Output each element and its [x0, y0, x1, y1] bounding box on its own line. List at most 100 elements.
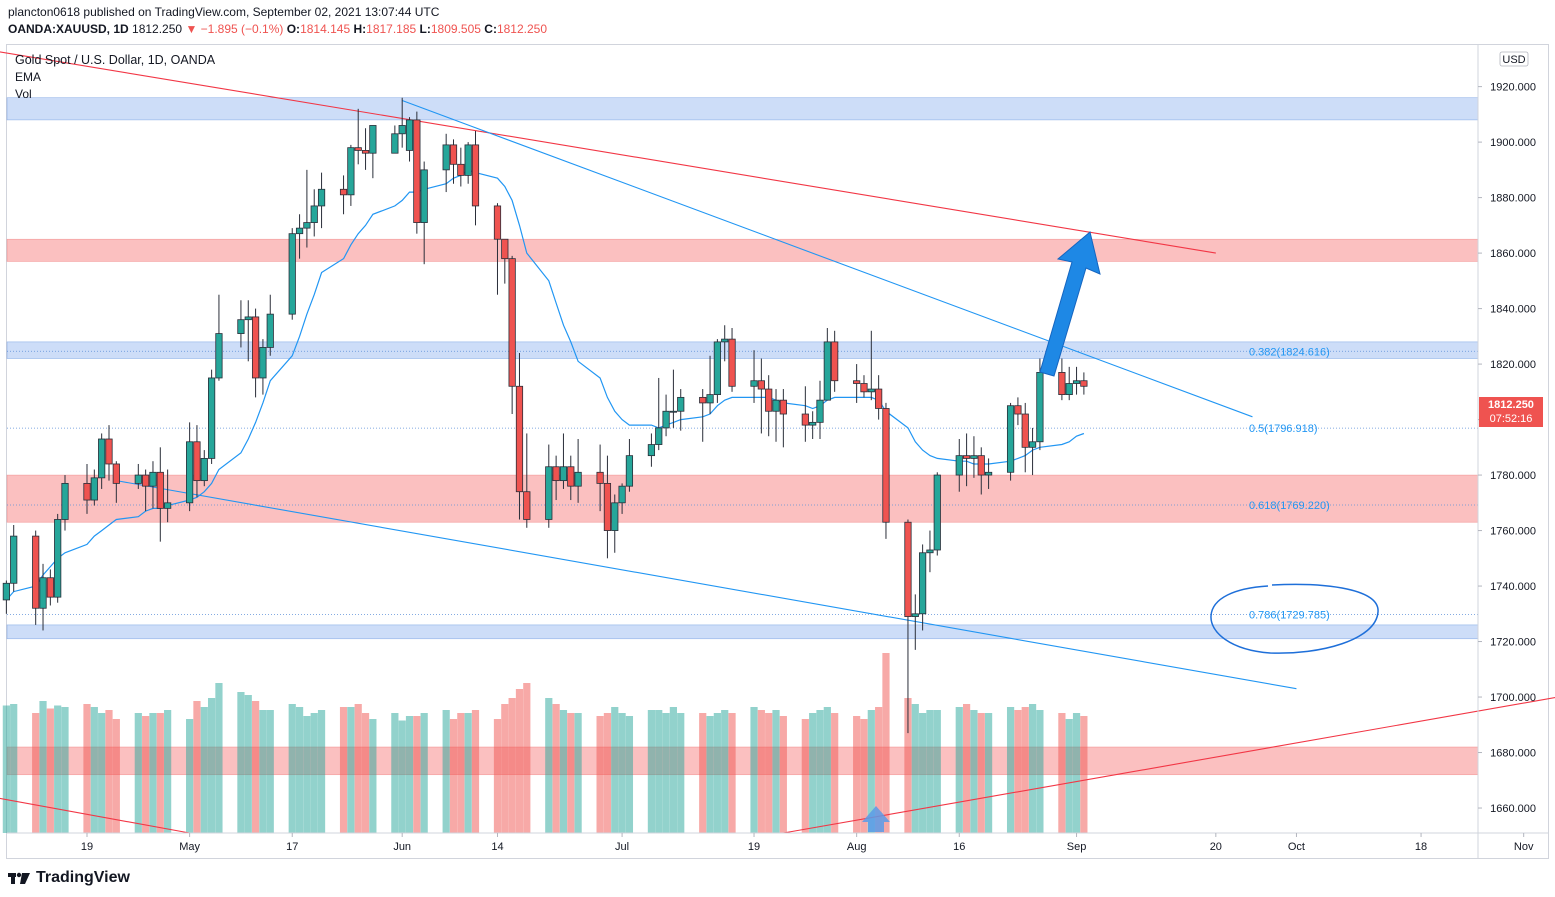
volume-bar [208, 698, 216, 833]
candle-body [801, 413, 809, 426]
candle-body [361, 150, 370, 154]
y-tick-label: 1720.000 [1490, 637, 1536, 649]
legend-vol[interactable]: Vol [15, 87, 32, 101]
volume-bar [955, 707, 963, 833]
candle [515, 352, 524, 520]
candle-body [699, 396, 707, 404]
candle [259, 339, 267, 395]
volume-bar [1006, 707, 1015, 833]
volume-bar [867, 710, 875, 833]
volume-bar [647, 710, 656, 833]
candle [618, 483, 626, 514]
candle [208, 369, 216, 464]
zone-support-3 [6, 474, 1479, 523]
symbol-label[interactable]: OANDA:XAUUSD, 1D [8, 22, 129, 36]
candle-body [251, 316, 260, 379]
fib-level-label: 0.5(1796.918) [1249, 423, 1318, 435]
candle [1058, 358, 1066, 401]
annotation-layer [862, 231, 1379, 832]
volume-bar [90, 707, 98, 833]
volume-bar [295, 707, 304, 833]
y-tick-label: 1880.000 [1490, 193, 1536, 205]
x-tick-label: Aug [847, 841, 867, 853]
volume-bar [2, 705, 10, 833]
candle [933, 472, 941, 556]
volume-bar [112, 719, 120, 833]
candle-body [61, 482, 69, 520]
tradingview-logo[interactable]: TradingView [8, 869, 130, 887]
volume-bar [926, 710, 934, 833]
volume-bar [655, 710, 663, 833]
candle [801, 386, 809, 442]
candle-body [442, 144, 450, 171]
x-tick-label: Oct [1288, 841, 1305, 853]
y-tick-label: 1860.000 [1490, 248, 1536, 260]
candle [449, 139, 458, 184]
volume-bar [186, 719, 194, 833]
candle-body [545, 466, 553, 520]
volume-bar [54, 705, 62, 833]
candle-body [970, 455, 978, 459]
volume-bar [61, 707, 69, 833]
candle [911, 594, 919, 650]
candle [699, 389, 707, 442]
candle-body [772, 399, 780, 412]
candle [625, 439, 634, 492]
candle [98, 433, 106, 489]
volume-bar [757, 710, 765, 833]
volume-bar [882, 653, 890, 833]
zone-resistance-0 [6, 97, 1479, 121]
chart-frame[interactable] [6, 44, 1549, 859]
candle-body [816, 399, 824, 423]
candle-body [963, 455, 971, 459]
open-label: O: [286, 22, 301, 36]
candle [867, 330, 875, 401]
candle-body [515, 385, 524, 493]
candle [508, 255, 516, 415]
legend-title[interactable]: Gold Spot / U.S. Dollar, 1D, OANDA [15, 53, 216, 67]
volume-bar [1036, 710, 1044, 833]
low-label: L: [419, 22, 431, 36]
currency-badge[interactable] [1499, 51, 1529, 67]
candle [772, 389, 780, 442]
candle-body [911, 613, 919, 617]
candle [361, 128, 370, 170]
candle [963, 433, 971, 487]
candle-body [391, 133, 399, 154]
volume-bar [39, 701, 47, 833]
candle [186, 422, 194, 512]
y-tick-label: 1740.000 [1490, 581, 1536, 593]
candle-body [926, 549, 934, 554]
volume-bar [1065, 719, 1073, 833]
volume-bar [405, 716, 414, 833]
volume-bar [559, 710, 568, 833]
volume-bar [779, 716, 787, 833]
candle [831, 330, 839, 392]
candles-layer [2, 97, 1088, 734]
candle-body [875, 388, 883, 409]
candle-body [54, 519, 62, 598]
candle [156, 447, 164, 542]
legend-ema[interactable]: EMA [15, 70, 42, 84]
volume-bar [552, 704, 560, 833]
x-tick-label: 20 [1210, 841, 1222, 853]
volume-bar [442, 710, 450, 833]
volume-bar [251, 701, 260, 833]
candle-body [112, 463, 120, 484]
volume-bar [919, 713, 927, 833]
x-tick-label: 18 [1415, 841, 1427, 853]
ema-line [5, 169, 1085, 601]
candle [559, 433, 568, 489]
volume-bar [853, 716, 861, 833]
volume-bar [457, 713, 465, 833]
candle [112, 461, 120, 503]
x-tick-label: 17 [286, 841, 298, 853]
volume-bar [339, 707, 348, 833]
candle-body [662, 410, 670, 429]
volume-up-arrow-icon [862, 806, 890, 832]
candle-body [457, 163, 465, 176]
trendline-blue [401, 99, 1253, 418]
candle-body [1028, 441, 1037, 448]
candle-body [984, 471, 993, 476]
